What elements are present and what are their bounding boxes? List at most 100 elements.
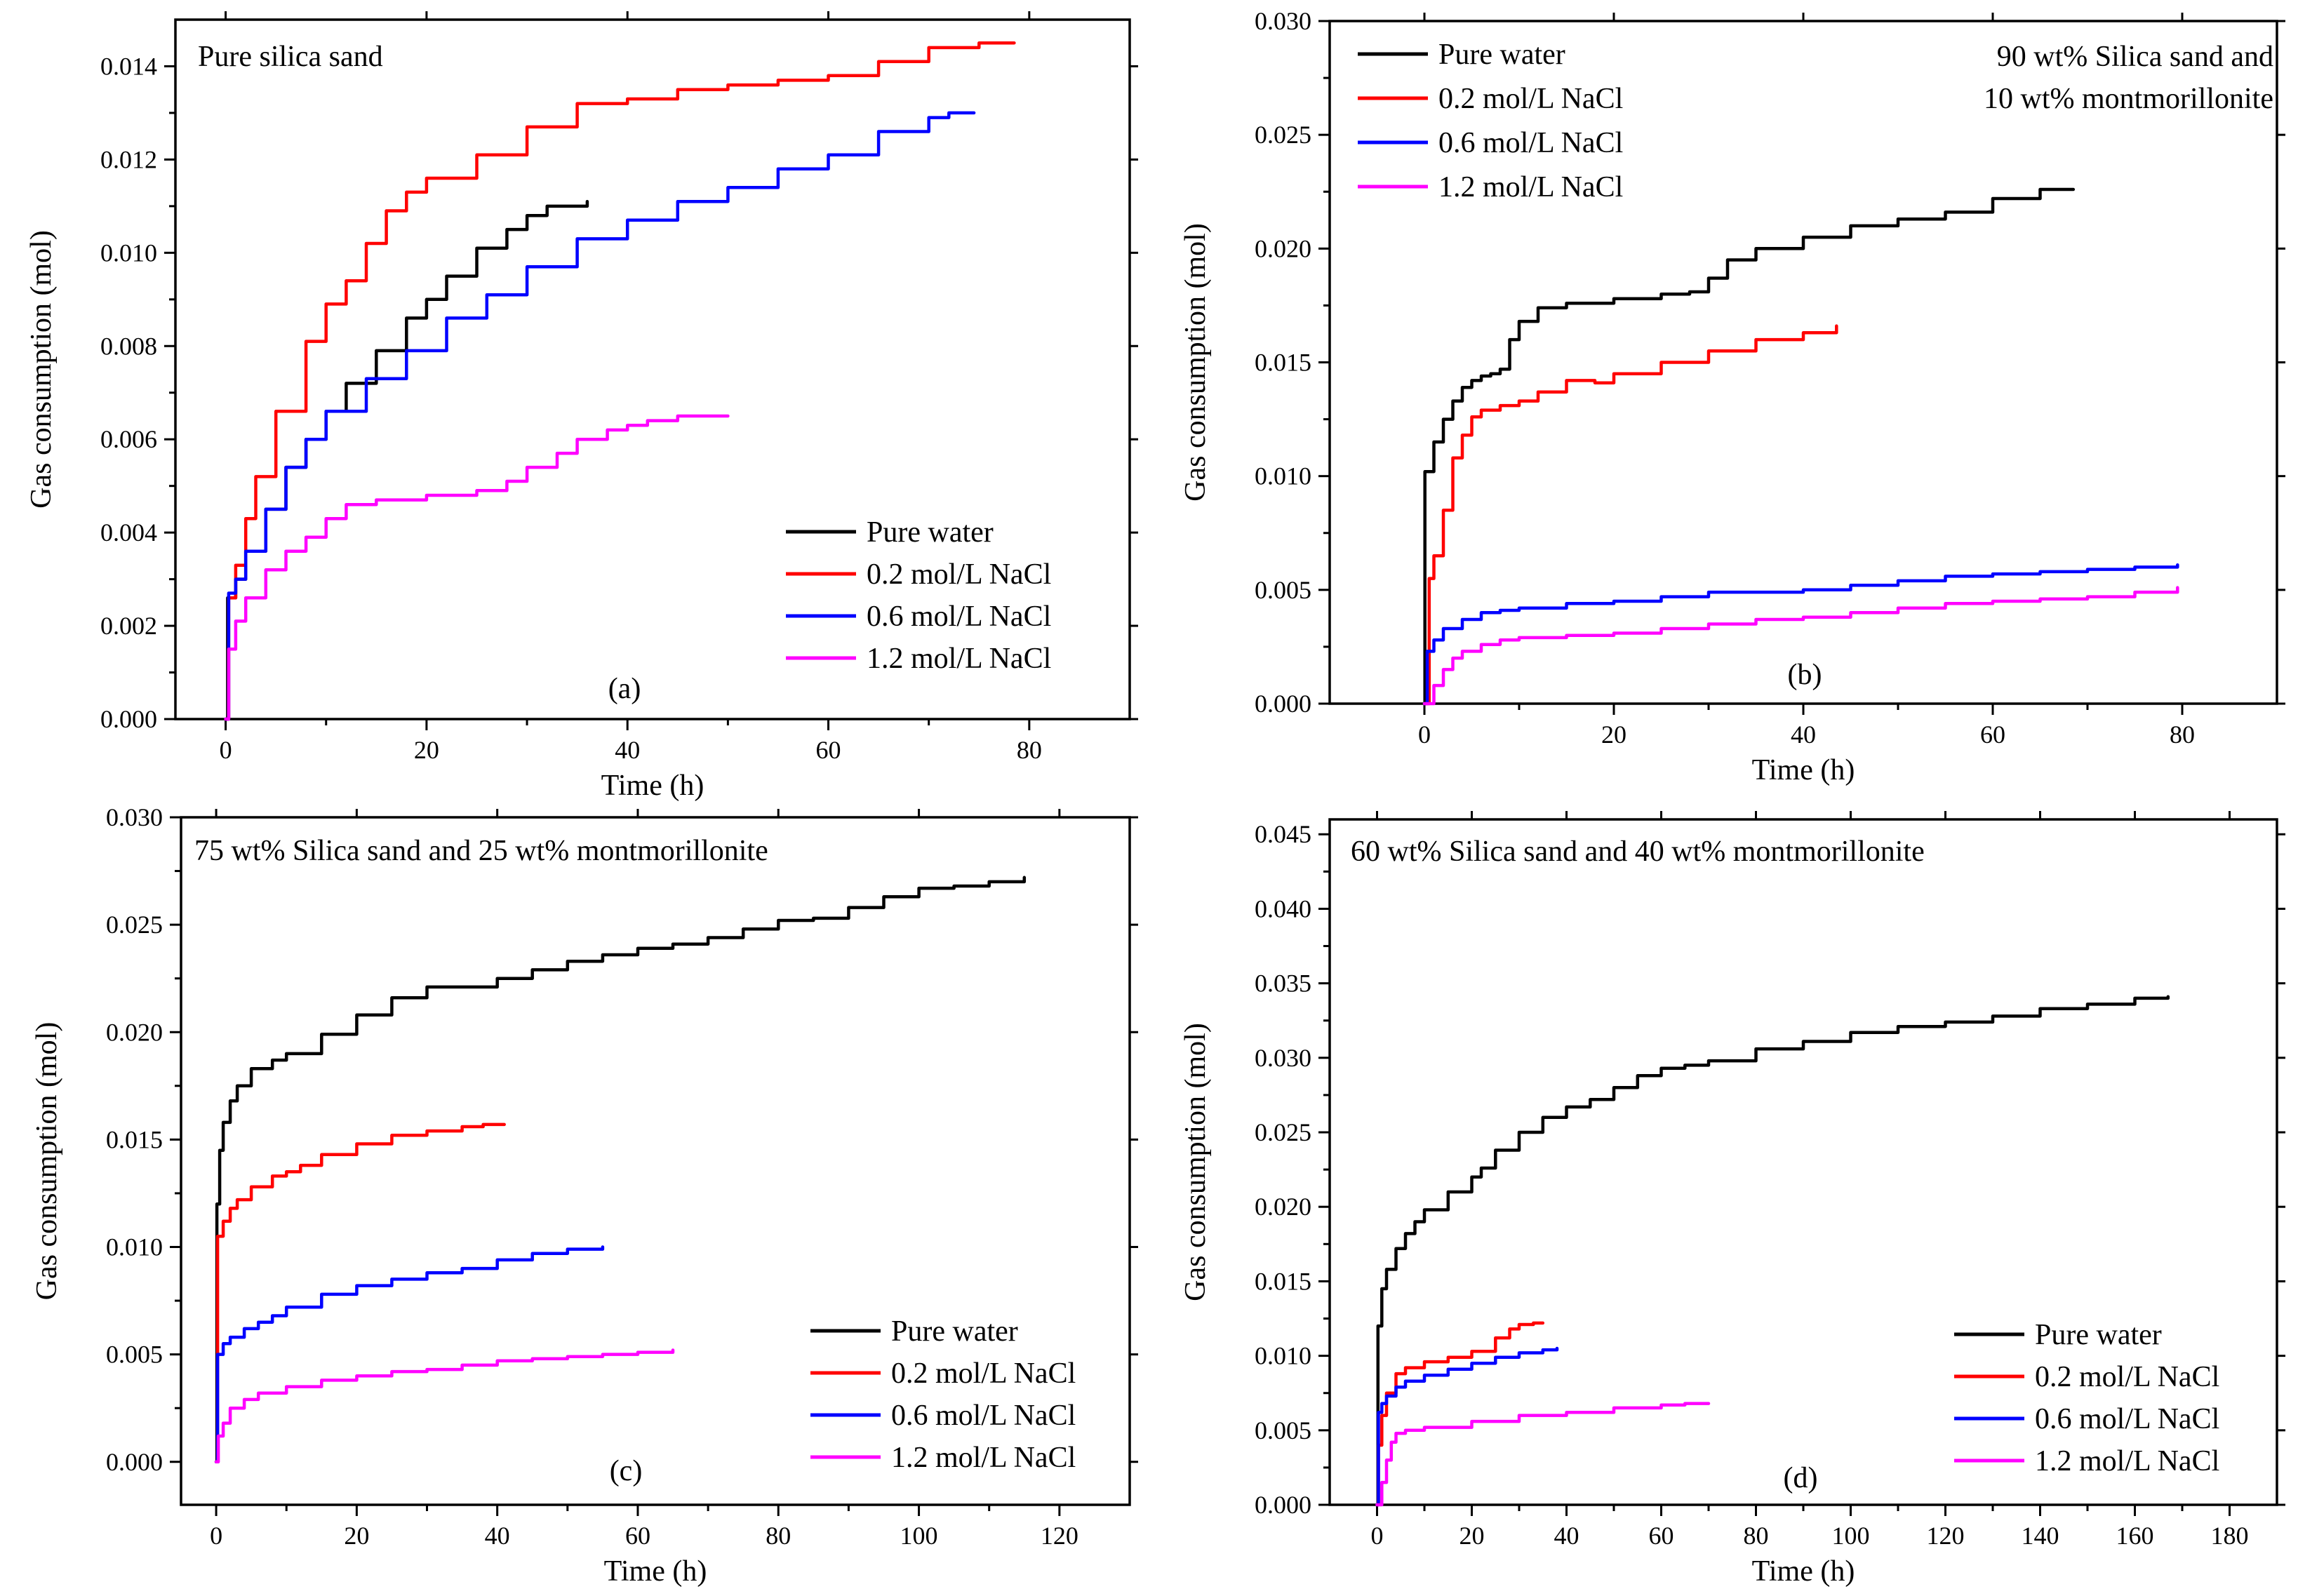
plot-frame (174, 18, 1131, 720)
y-axis-title: Gas consumption (mol) (31, 1022, 63, 1301)
x-tick-label: 40 (1554, 1522, 1579, 1550)
y-tick-label: 0.005 (1255, 1416, 1311, 1444)
panel-label: (b) (1788, 659, 1822, 691)
legend-label: 0.2 mol/L NaCl (891, 1357, 1076, 1390)
x-tick-label: 120 (1927, 1522, 1965, 1550)
y-tick-label: 0.030 (106, 803, 163, 831)
x-axis-title: Time (h) (1752, 1555, 1855, 1588)
legend-label: 0.2 mol/L NaCl (867, 558, 1051, 591)
series-line-nacl-12 (1375, 1402, 1711, 1507)
y-tick-label: 0.015 (1255, 1267, 1311, 1295)
y-tick-label: 0.045 (1255, 820, 1311, 848)
x-axis-title: Time (h) (604, 1555, 707, 1588)
series-line-nacl-02 (214, 1122, 506, 1464)
y-tick-label: 0.035 (1255, 970, 1311, 998)
x-tick-label: 140 (2022, 1522, 2059, 1550)
x-tick-label: 40 (615, 736, 640, 764)
panel-label: (d) (1784, 1462, 1818, 1494)
series-line-pure-water (1375, 995, 2170, 1507)
y-tick-label: 0.005 (1255, 576, 1311, 604)
y-tick-label: 0.010 (106, 1233, 163, 1261)
x-tick-label: 100 (900, 1522, 938, 1550)
y-tick-label: 0.010 (1255, 1342, 1311, 1370)
x-tick-label: 0 (220, 736, 232, 764)
x-tick-label: 60 (1980, 720, 2005, 749)
legend-label: Pure water (867, 516, 994, 549)
x-tick-label: 60 (816, 736, 841, 764)
series-line-pure-water (214, 876, 1027, 1464)
x-tick-label: 100 (1832, 1522, 1870, 1550)
panel-annotation: 10 wt% montmorillonite (1984, 83, 2273, 115)
y-tick-label: 0.000 (1255, 1491, 1311, 1519)
series-line-nacl-06 (1422, 563, 2179, 706)
legend-label: 0.6 mol/L NaCl (1438, 127, 1623, 159)
panel-annotation: 60 wt% Silica sand and 40 wt% montmorill… (1351, 836, 1925, 868)
y-tick-label: 0.000 (1255, 690, 1311, 718)
x-tick-label: 180 (2211, 1522, 2249, 1550)
plot-frame (1328, 818, 2278, 1506)
panel-annotation: 75 wt% Silica sand and 25 wt% montmorill… (194, 835, 768, 867)
x-tick-label: 80 (2170, 720, 2195, 749)
legend: Pure water 0.2 mol/L NaCl 0.6 mol/L NaCl 1.… (1954, 1319, 2219, 1477)
plot-frame (180, 816, 1131, 1506)
x-tick-label: 80 (1017, 736, 1042, 764)
x-axis-title: Time (h) (1752, 754, 1855, 786)
legend-label: 0.2 mol/L NaCl (1438, 83, 1623, 115)
y-tick-label: 0.025 (1255, 121, 1311, 149)
x-tick-label: 0 (1371, 1522, 1384, 1550)
x-tick-label: 40 (485, 1522, 510, 1550)
y-tick-label: 0.010 (100, 239, 157, 267)
y-tick-label: 0.005 (106, 1341, 163, 1369)
legend-label: 0.6 mol/L NaCl (867, 601, 1051, 633)
legend-label: 1.2 mol/L NaCl (867, 643, 1051, 675)
series-line-nacl-02 (1375, 1321, 1545, 1507)
chart-panel-b: 0 20 40 60 80 0.000 0.005 0.010 0.015 0.020 0.025 0… (1180, 7, 2285, 786)
y-tick-label: 0.020 (1255, 234, 1311, 262)
x-tick-label: 160 (2116, 1522, 2154, 1550)
x-tick-label: 60 (625, 1522, 650, 1550)
chart-panel-c: 0 20 40 60 80 100 120 0.000 0.005 0.010 0.015 0.020… (31, 803, 1138, 1588)
chart-panel-a: 0 20 40 60 80 0.000 0.002 0.004 0.006 0.008 0.010 0… (25, 11, 1138, 802)
chart-panel-d: 0 20 40 60 80 100 120 140 160 180 0.000 0.005 0.010 0… (1180, 811, 2285, 1588)
panel-annotation: Pure silica sand (198, 41, 383, 73)
legend-label: Pure water (891, 1315, 1018, 1348)
series-line-pure-water (1422, 187, 2076, 706)
y-tick-label: 0.010 (1255, 462, 1311, 490)
legend-label: 0.6 mol/L NaCl (891, 1400, 1076, 1432)
y-tick-label: 0.020 (1255, 1193, 1311, 1221)
y-tick-label: 0.020 (106, 1018, 163, 1046)
y-tick-label: 0.030 (1255, 7, 1311, 35)
legend-label: Pure water (2035, 1319, 2162, 1351)
legend-label: 1.2 mol/L NaCl (891, 1442, 1076, 1474)
y-tick-label: 0.014 (100, 52, 157, 80)
x-tick-label: 20 (1459, 1522, 1485, 1550)
y-tick-label: 0.025 (106, 911, 163, 939)
series-line-nacl-06 (1375, 1346, 1559, 1507)
x-tick-label: 120 (1041, 1522, 1078, 1550)
y-tick-label: 0.015 (1255, 349, 1311, 377)
x-tick-label: 20 (344, 1522, 369, 1550)
legend: Pure water 0.2 mol/L NaCl 0.6 mol/L NaCl 1.… (810, 1315, 1076, 1474)
x-tick-label: 0 (1418, 720, 1431, 749)
legend-label: 0.6 mol/L NaCl (2035, 1403, 2219, 1435)
y-tick-label: 0.012 (100, 145, 157, 173)
panel-label: (c) (610, 1455, 643, 1487)
y-tick-label: 0.015 (106, 1125, 163, 1153)
series-line-nacl-12 (1422, 586, 2179, 706)
x-tick-label: 80 (766, 1522, 791, 1550)
y-tick-label: 0.025 (1255, 1118, 1311, 1146)
x-tick-label: 80 (1744, 1522, 1769, 1550)
y-tick-label: 0.004 (100, 518, 157, 546)
x-tick-label: 40 (1791, 720, 1816, 749)
series-line-nacl-02 (224, 41, 1016, 721)
panel-label: (a) (608, 673, 641, 705)
y-axis-title: Gas consumption (mol) (1180, 223, 1212, 502)
x-tick-label: 20 (1601, 720, 1626, 749)
y-tick-label: 0.040 (1255, 894, 1311, 923)
series-line-nacl-12 (224, 414, 730, 721)
series-line-nacl-06 (224, 111, 976, 721)
series-line-nacl-12 (214, 1348, 675, 1464)
x-tick-label: 20 (414, 736, 439, 764)
y-tick-label: 0.000 (106, 1448, 163, 1476)
